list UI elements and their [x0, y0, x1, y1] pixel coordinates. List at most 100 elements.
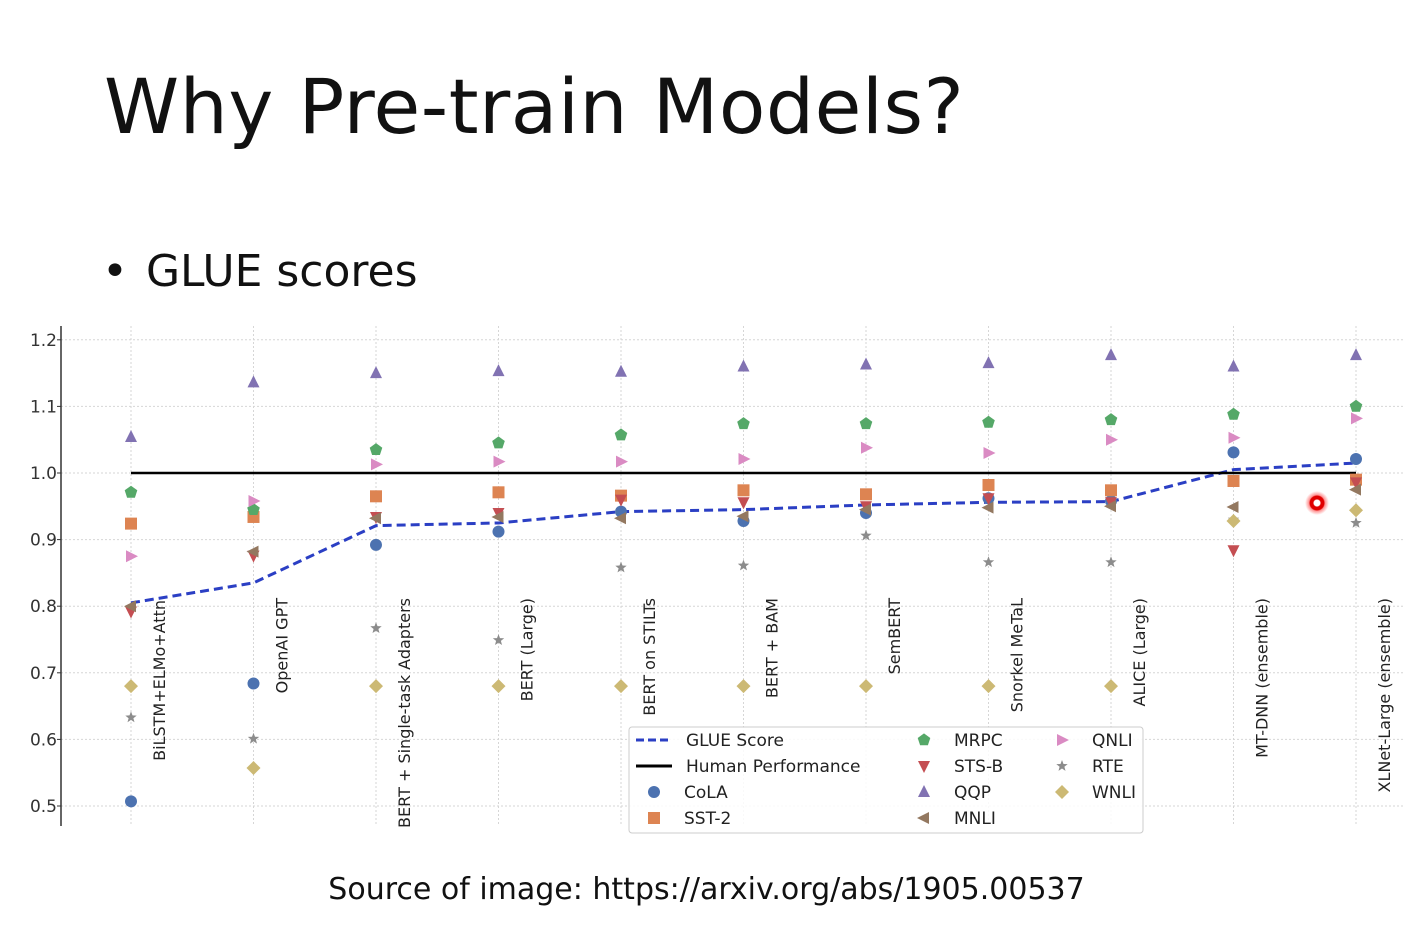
sts-b-point	[615, 494, 627, 507]
qnli-point	[1351, 412, 1363, 425]
wnli-point	[614, 679, 628, 694]
bullet-text: GLUE scores	[145, 246, 418, 297]
sst-2-point	[1227, 474, 1240, 487]
mrpc-point	[369, 443, 383, 455]
rte-point	[860, 529, 872, 541]
legend-swatch-mnli	[917, 812, 929, 824]
qqp-point	[370, 366, 382, 379]
mnli-point	[491, 510, 504, 523]
rte-point	[1105, 556, 1117, 568]
rte-point	[1350, 517, 1362, 528]
sts-b-point	[982, 493, 995, 506]
qqp-point	[492, 364, 505, 377]
category-label: BiLSTM+ELMo+Attn	[150, 600, 169, 761]
cola-point	[370, 538, 382, 551]
qqp-point	[247, 375, 260, 388]
qqp-point	[860, 357, 872, 370]
wnli-point	[369, 679, 383, 694]
mrpc-point	[982, 415, 995, 428]
mrpc-point	[859, 417, 873, 430]
y-tick-label: 1.0	[30, 464, 57, 484]
category-label: MT-DNN (ensemble)	[1253, 598, 1272, 758]
y-tick-label: 0.7	[30, 664, 57, 684]
legend-swatch-sts-b	[918, 761, 930, 773]
legend-label-cola: CoLA	[684, 783, 728, 803]
wnli-point	[859, 679, 873, 694]
legend-label-rte: RTE	[1092, 757, 1124, 777]
legend: GLUE Score Human Performance CoLA SST-2 MRPC…	[628, 726, 1144, 834]
mrpc-point	[737, 417, 750, 430]
qnli-point	[738, 453, 751, 466]
mnli-point	[859, 503, 871, 516]
cola-point	[125, 795, 137, 808]
category-label: BERT (Large)	[518, 598, 537, 701]
bullet-item: • GLUE scores	[102, 246, 418, 297]
mrpc-point	[124, 485, 138, 498]
wnli-point	[1104, 679, 1118, 694]
qnli-point	[126, 550, 138, 563]
rte-point	[737, 559, 750, 571]
qqp-point	[615, 364, 627, 377]
legend-label-sst-2: SST-2	[684, 809, 731, 829]
axes: 0.5 0.6 0.7 0.8 0.9 1.0 1.1 1.2	[30, 326, 62, 826]
rte-point	[615, 561, 627, 573]
sst-2-point	[370, 490, 382, 503]
wnli-point	[491, 679, 506, 694]
legend-label-mnli: MNLI	[954, 809, 996, 829]
qqp-point	[1227, 359, 1240, 372]
legend-label-sts-b: STS-B	[954, 757, 1003, 777]
qqp-point	[1105, 348, 1117, 361]
legend-swatch-mrpc	[917, 733, 931, 746]
legend-swatch-qqp	[918, 785, 930, 797]
legend-swatch-rte	[1056, 760, 1068, 771]
cola-point	[247, 677, 260, 690]
mnli-point	[1226, 500, 1239, 513]
sst-2-point	[737, 484, 750, 497]
qnli-point	[1106, 433, 1118, 446]
cola-point	[492, 525, 505, 538]
wnli-point	[1349, 503, 1363, 518]
rte-point	[247, 732, 260, 744]
y-tick-label: 0.6	[30, 730, 57, 750]
wnli-point	[1226, 513, 1241, 528]
lines	[130, 461, 1357, 605]
qqp-point	[125, 430, 137, 443]
category-label: ALICE (Large)	[1130, 598, 1149, 706]
mnli-point	[614, 512, 626, 525]
legend-label-mrpc: MRPC	[954, 731, 1003, 751]
y-tick-label: 0.9	[30, 531, 57, 551]
rte-point	[982, 556, 995, 568]
sst-2-point	[860, 488, 872, 501]
rte-point	[125, 711, 137, 723]
cola-point	[1350, 453, 1362, 466]
y-tick-label: 1.1	[30, 397, 57, 417]
category-label: BERT + Single-task Adapters	[395, 598, 414, 828]
category-labels: BiLSTM+ELMo+Attn OpenAI GPT BERT + Single-…	[150, 598, 1394, 828]
qqp-point	[1350, 348, 1362, 361]
category-label: BERT + BAM	[763, 598, 782, 698]
y-tick-label: 1.2	[30, 331, 57, 351]
mrpc-point	[492, 436, 505, 449]
category-label: SemBERT	[885, 598, 904, 675]
mnli-point	[246, 545, 259, 558]
mnli-point	[1104, 500, 1116, 513]
mnli-point	[736, 510, 749, 523]
rte-point	[370, 622, 382, 633]
qnli-point	[493, 455, 506, 468]
category-label: Snorkel MeTaL	[1008, 598, 1027, 712]
wnli-point	[981, 679, 996, 694]
sst-2-point	[492, 486, 505, 499]
legend-box	[628, 726, 1144, 834]
qnli-point	[248, 494, 261, 507]
laser-pointer	[1305, 491, 1329, 515]
legend-swatch-qnli	[1057, 734, 1069, 746]
slide-title: Why Pre-train Models?	[104, 62, 965, 151]
qnli-point	[371, 458, 383, 471]
bullet-dot: •	[102, 246, 128, 297]
legend-label-glue-score: GLUE Score	[686, 731, 784, 751]
source-caption: Source of image: https://arxiv.org/abs/1…	[328, 872, 1085, 907]
mrpc-point	[1349, 399, 1363, 412]
qnli-point	[861, 441, 873, 454]
mnli-point	[1349, 483, 1361, 496]
